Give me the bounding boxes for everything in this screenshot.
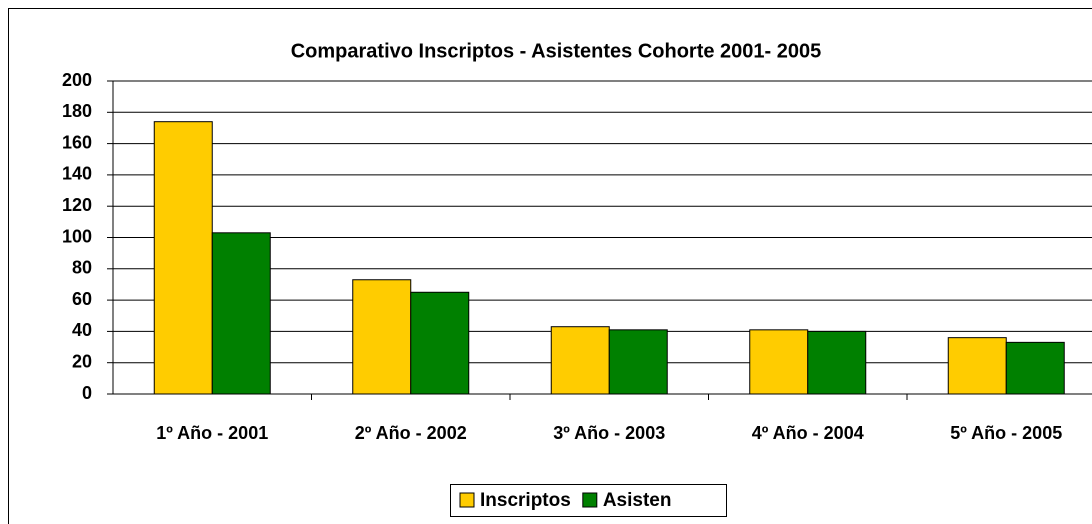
bar xyxy=(211,232,271,395)
bar xyxy=(749,329,809,395)
bar xyxy=(352,279,412,395)
bar xyxy=(807,330,867,395)
y-tick-label: 80 xyxy=(72,258,92,278)
y-tick-label: 160 xyxy=(62,132,92,152)
x-tick-label: 1º Año - 2001 xyxy=(156,423,268,443)
bar xyxy=(550,326,610,395)
bar xyxy=(1005,341,1065,395)
y-tick-label: 100 xyxy=(62,226,92,246)
x-tick-label: 2º Año - 2002 xyxy=(355,423,467,443)
bar xyxy=(947,337,1007,395)
y-tick-label: 20 xyxy=(72,351,92,371)
legend-label: Inscriptos xyxy=(480,490,571,511)
y-tick-label: 140 xyxy=(62,164,92,184)
chart-title: Comparativo Inscriptos - Asistentes Coho… xyxy=(291,40,822,62)
x-tick-label: 5º Año - 2005 xyxy=(950,423,1062,443)
y-tick-label: 40 xyxy=(72,320,92,340)
x-tick-label: 3º Año - 2003 xyxy=(553,423,665,443)
bar xyxy=(153,121,213,395)
bar xyxy=(608,329,668,395)
y-tick-label: 180 xyxy=(62,101,92,121)
y-tick-label: 120 xyxy=(62,195,92,215)
bar xyxy=(410,291,470,395)
legend-swatch xyxy=(582,492,598,508)
y-tick-label: 200 xyxy=(62,70,92,90)
legend-label: Asisten xyxy=(603,490,672,511)
legend-swatch xyxy=(459,492,475,508)
x-tick-label: 4º Año - 2004 xyxy=(752,423,864,443)
y-tick-label: 0 xyxy=(82,383,92,403)
y-tick-label: 60 xyxy=(72,289,92,309)
